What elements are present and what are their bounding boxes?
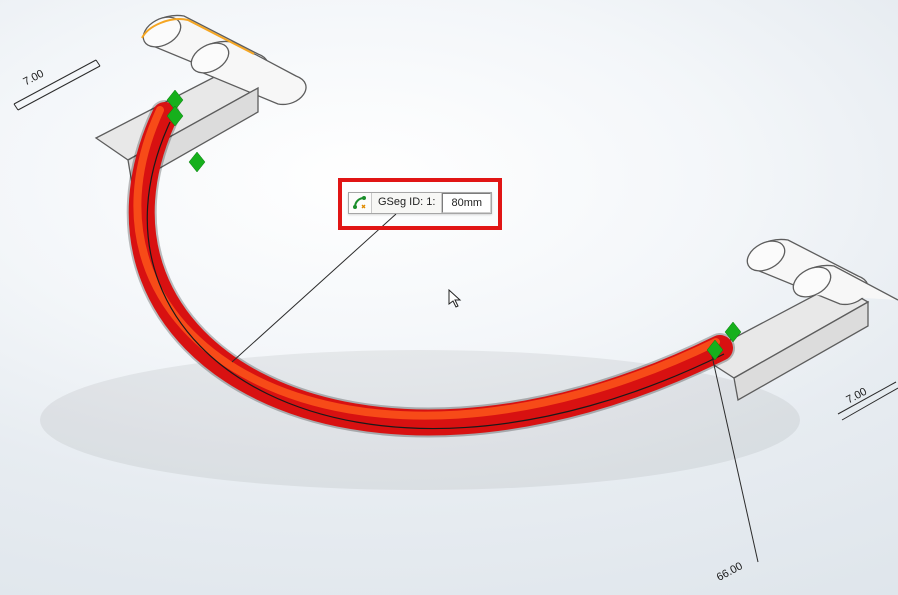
right-connector[interactable] [700, 235, 898, 400]
segment-length-input[interactable]: 80mm [442, 193, 491, 213]
cad-viewport[interactable]: 7.00 7.00 66.00 GSeg ID: 1: 80mm [0, 0, 898, 595]
route-handles[interactable] [167, 90, 741, 360]
route-segment-icon [349, 193, 372, 213]
model-scene[interactable] [0, 0, 898, 595]
segment-length-popup[interactable]: GSeg ID: 1: 80mm [348, 192, 492, 214]
popup-leader [232, 214, 396, 362]
segment-id-label: GSeg ID: 1: [372, 193, 442, 213]
